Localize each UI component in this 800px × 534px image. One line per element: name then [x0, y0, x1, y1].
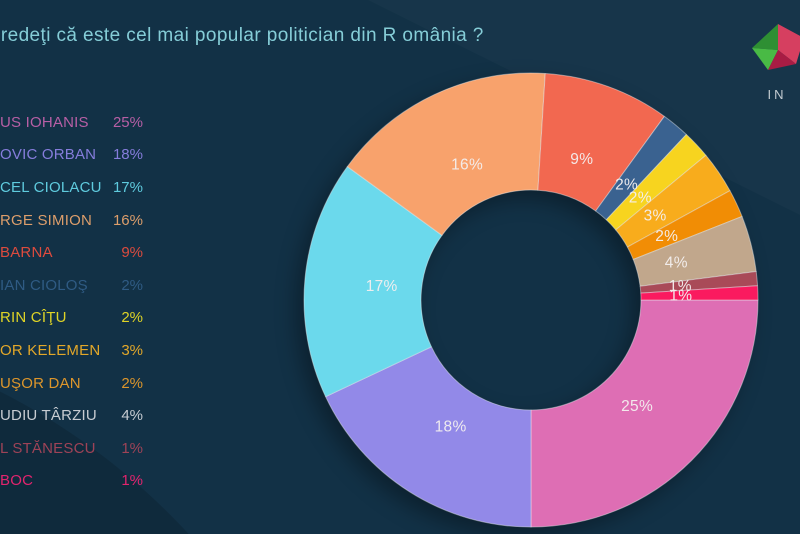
legend-item: RIN CÎŢU 2%: [0, 302, 143, 335]
legend-item-label: BOC: [0, 472, 34, 490]
slice-label: 2%: [655, 228, 678, 245]
page-title: credeţi că este cel mai popular politici…: [0, 25, 484, 46]
legend-item-value: 1%: [121, 472, 143, 490]
legend-item-value: 2%: [121, 276, 143, 294]
legend-item-label: RIN CÎŢU: [0, 309, 67, 327]
legend-item-label: IAN CIOLOŞ: [0, 276, 88, 294]
legend-item-value: 17%: [112, 178, 143, 196]
legend-item-label: OR KELEMEN: [0, 341, 101, 359]
slice-label: 4%: [665, 255, 688, 272]
legend-item-label: CEL CIOLACU: [0, 178, 102, 196]
legend-item: UDIU TÂRZIU 4%: [0, 399, 143, 432]
legend-item-value: 18%: [112, 146, 143, 164]
slice-label: 17%: [366, 278, 398, 295]
legend-item-value: 4%: [121, 407, 143, 425]
donut-segment: [530, 299, 759, 528]
slice-label: 18%: [435, 419, 467, 436]
legend-item-value: 1%: [121, 439, 143, 457]
legend-item-label: OVIC ORBAN: [0, 146, 97, 164]
donut-segment: [346, 72, 546, 236]
legend-item: UŞOR DAN 2%: [0, 367, 143, 400]
slice-label: 25%: [621, 398, 653, 415]
legend-item: OVIC ORBAN 18%: [0, 139, 143, 172]
legend-item-label: RGE SIMION: [0, 211, 93, 229]
legend-item: IAN CIOLOŞ 2%: [0, 269, 143, 302]
slice-label: 1%: [669, 278, 692, 295]
legend-item-value: 25%: [112, 113, 143, 131]
legend-item-label: L STĂNESCU: [0, 439, 96, 457]
slice-label: 3%: [644, 208, 667, 225]
legend-item: BOC 1%: [0, 465, 143, 498]
slice-label: 2%: [629, 189, 652, 206]
legend-item: RGE SIMION 16%: [0, 204, 143, 237]
legend-item-label: US IOHANIS: [0, 113, 89, 131]
slice-label: 16%: [451, 156, 483, 173]
donut-segment: [640, 285, 759, 301]
slice-label: 1%: [669, 287, 692, 304]
donut-segment: [537, 72, 665, 212]
legend-item: L STĂNESCU 1%: [0, 432, 143, 465]
legend-item-value: 16%: [112, 211, 143, 229]
logo: IN: [740, 18, 800, 102]
legend-item-label: UDIU TÂRZIU: [0, 407, 97, 425]
legend-item-value: 9%: [121, 244, 143, 262]
legend-item: US IOHANIS 25%: [0, 106, 143, 139]
legend-item-label: BARNA: [0, 244, 53, 262]
slice-label: 2%: [615, 176, 638, 193]
legend-item: BARNA 9%: [0, 236, 143, 269]
legend-item-value: 3%: [121, 341, 143, 359]
donut-labels: 25%18%17%16% 9%2%2%3%2%4%1%1%: [366, 151, 692, 436]
donut-segment: [303, 166, 443, 398]
donut-segment: [325, 346, 532, 528]
legend-item-value: 2%: [121, 309, 143, 327]
donut-segments: [303, 72, 759, 528]
logo-gem-icon: [752, 24, 800, 70]
legend-item-label: UŞOR DAN: [0, 374, 81, 392]
legend-item: CEL CIOLACU 17%: [0, 171, 143, 204]
logo-text: IN: [767, 87, 787, 102]
chart-legend: US IOHANIS 25% OVIC ORBAN 18% CEL CIOLACU 17%…: [0, 106, 143, 497]
slice-label: 9%: [570, 151, 593, 168]
legend-item: OR KELEMEN 3%: [0, 334, 143, 367]
legend-item-value: 2%: [121, 374, 143, 392]
